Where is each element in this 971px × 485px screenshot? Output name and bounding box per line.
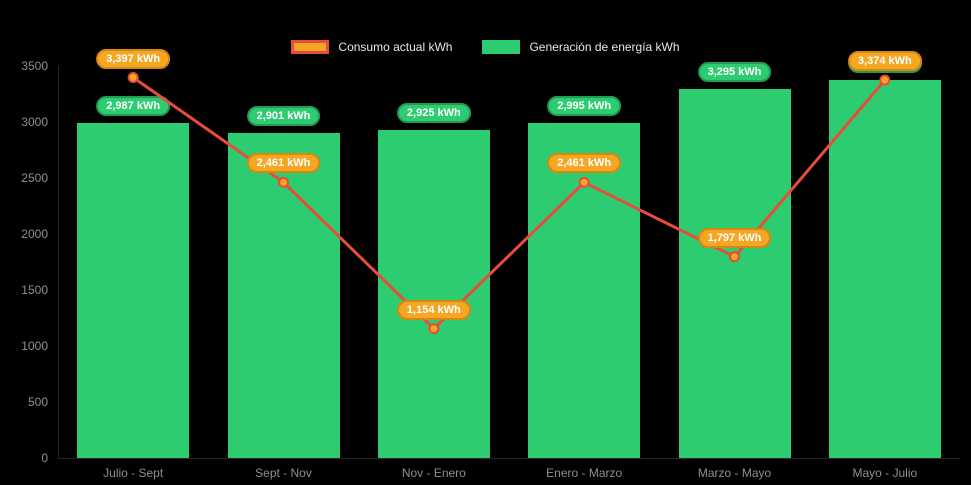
y-axis-tick-label: 3500 [21,59,48,73]
x-axis-category-label: Sept - Nov [255,466,312,480]
y-axis-tick-label: 2000 [21,227,48,241]
generation-bar[interactable] [77,123,190,458]
legend-item-consumo[interactable]: Consumo actual kWh [291,40,452,54]
chart-legend: Consumo actual kWh Generación de energía… [0,40,971,54]
x-axis-category-label: Mayo - Julio [852,466,918,480]
generation-value-label: 2,987 kWh [96,96,171,117]
y-axis-line [58,66,59,458]
generacion-bar-swatch-icon [482,40,521,54]
x-axis-category-label: Enero - Marzo [546,466,623,480]
generation-value-label: 2,995 kWh [547,95,622,116]
x-axis-category-label: Marzo - Mayo [697,466,772,480]
consumption-value-label: 2,461 kWh [547,153,622,174]
consumption-point[interactable] [278,176,289,188]
x-axis-line [58,458,960,459]
consumo-line-swatch-icon [291,40,330,54]
consumption-value-label: 3,374 kWh [847,51,922,72]
consumption-value-label: 3,397 kWh [96,48,171,69]
y-axis-tick-label: 500 [27,395,48,409]
y-axis-tick-label: 1500 [21,283,48,297]
generation-value-label: 3,295 kWh [697,61,772,82]
x-axis-category-label: Julio - Sept [103,466,164,480]
consumption-point[interactable] [428,323,440,335]
generacion-legend-label: Generación de energía kWh [529,40,680,54]
consumption-point[interactable] [879,74,891,86]
y-axis-tick-label: 3000 [21,115,48,129]
consumption-value-label: 2,461 kWh [246,153,321,174]
y-axis-tick-label: 2500 [21,171,48,185]
y-axis-tick-label: 0 [41,451,48,465]
x-axis-category-label: Nov - Enero [401,466,466,480]
consumption-value-label: 1,797 kWh [697,227,772,248]
generation-value-label: 2,901 kWh [246,106,321,127]
consumo-legend-label: Consumo actual kWh [338,40,453,54]
consumption-line [132,76,886,331]
generation-bar[interactable] [678,88,791,458]
generation-value-label: 2,925 kWh [396,103,471,124]
generation-bar[interactable] [828,80,941,458]
consumption-point[interactable] [127,72,139,84]
consumption-point[interactable] [578,176,590,188]
legend-item-generacion[interactable]: Generación de energía kWh [482,40,680,54]
y-axis-tick-label: 1000 [21,339,48,353]
consumption-value-label: 1,154 kWh [396,299,471,320]
consumption-point[interactable] [729,251,740,263]
